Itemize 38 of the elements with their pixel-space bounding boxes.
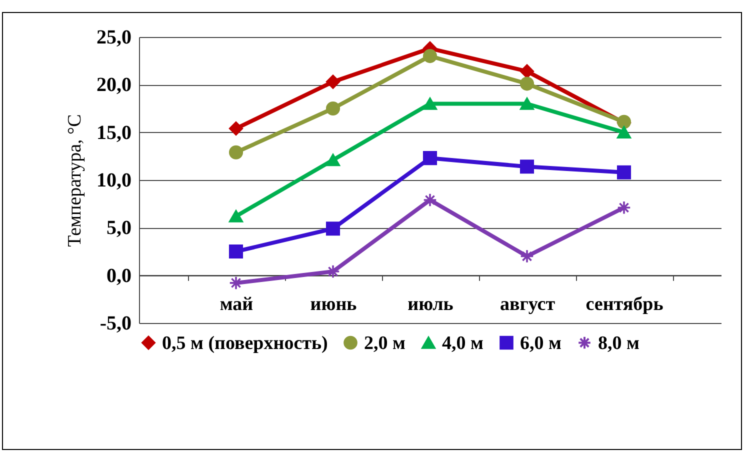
legend-label: 0,5 м (поверхность) — [162, 332, 328, 354]
point — [326, 222, 340, 236]
point — [520, 98, 534, 110]
point — [422, 151, 438, 166]
point — [326, 101, 340, 116]
x-tick-label: май — [220, 294, 254, 315]
y-tick-label: 20,0 — [96, 74, 132, 96]
point — [326, 154, 340, 166]
point — [520, 64, 534, 78]
point — [520, 249, 534, 264]
legend-label: 4,0 м — [442, 332, 484, 354]
point — [616, 165, 632, 180]
y-tick-label: 25,0 — [96, 26, 132, 48]
x-tick-label: август — [500, 294, 556, 315]
y-tick-label: 5,0 — [106, 217, 132, 240]
x-tick-label: июль — [408, 294, 454, 315]
point — [422, 98, 438, 110]
point — [228, 210, 244, 222]
y-tick-label: 0,0 — [106, 264, 132, 287]
legend-label: 6,0 м — [520, 332, 562, 354]
point — [422, 49, 438, 64]
x-tick-label: сентябрь — [586, 294, 664, 315]
y-axis-title: Температура, °C — [64, 114, 86, 247]
point — [616, 126, 632, 139]
legend-label: 2,0 м — [364, 332, 406, 354]
y-tick-label: 15,0 — [96, 122, 132, 144]
point — [520, 76, 534, 91]
point — [520, 160, 534, 174]
point — [228, 145, 244, 160]
y-tick-label: 10,0 — [96, 170, 132, 192]
legend-label: 8,0 м — [598, 332, 640, 354]
point — [326, 74, 340, 89]
x-tick-label: июнь — [310, 294, 357, 315]
y-tick-label: -5,0 — [100, 312, 132, 334]
point — [422, 192, 438, 208]
point — [616, 200, 632, 215]
point — [228, 244, 244, 259]
point — [228, 121, 244, 136]
